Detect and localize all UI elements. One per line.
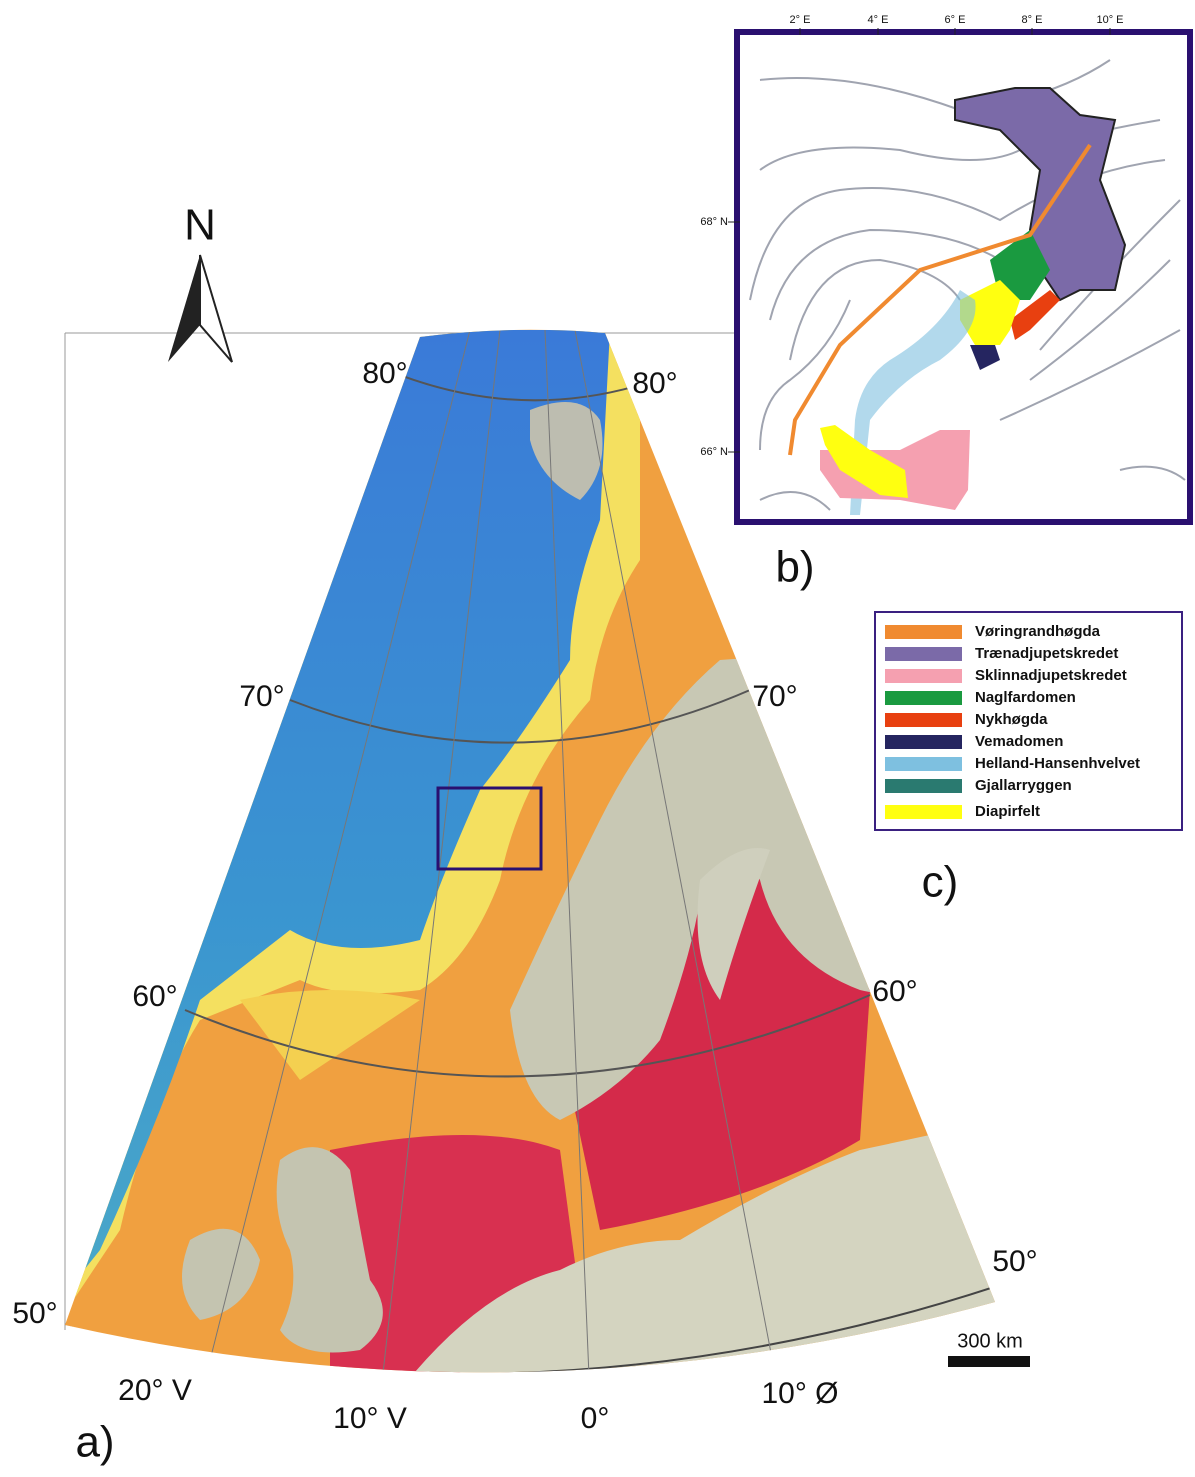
figure: N VøringrandhøgdaTrænadjupetskredetSklin <box>0 0 1195 1477</box>
inset-x-tick-label: 8° E <box>1022 14 1043 26</box>
north-arrow <box>200 255 232 362</box>
map-label: 10° Ø <box>761 1377 838 1410</box>
scale-bar <box>948 1356 1030 1367</box>
inset-x-tick-label: 10° E <box>1096 14 1123 26</box>
map-label: 10° V <box>333 1402 407 1435</box>
map-label: 80° <box>362 357 407 390</box>
legend-swatch <box>885 669 962 683</box>
legend-label: Nykhøgda <box>975 711 1048 728</box>
inset-y-tick-label: 68° N <box>700 216 728 228</box>
legend-swatch <box>885 805 962 819</box>
legend-label: Helland-Hansenhvelvet <box>975 755 1140 772</box>
map-label: 60° <box>872 975 917 1008</box>
panel-label: a) <box>75 1418 114 1467</box>
legend-label: Gjallarryggen <box>975 777 1072 794</box>
map-label: 50° <box>992 1245 1037 1278</box>
legend-label: Vemadomen <box>975 733 1063 750</box>
legend-label: Naglfardomen <box>975 689 1076 706</box>
map-label: 50° <box>12 1297 57 1330</box>
panel-label: b) <box>775 543 814 592</box>
map-label: 60° <box>132 980 177 1013</box>
legend-swatch <box>885 735 962 749</box>
legend-swatch <box>885 779 962 793</box>
north-arrow <box>168 255 200 362</box>
scale-label: 300 km <box>957 1330 1023 1352</box>
legend-swatch <box>885 691 962 705</box>
legend-label: Vøringrandhøgda <box>975 623 1101 640</box>
map-label: 20° V <box>118 1374 192 1407</box>
inset-map <box>737 32 1190 522</box>
map-label: 0° <box>581 1402 610 1435</box>
legend-label: Trænadjupetskredet <box>975 645 1118 662</box>
legend-swatch <box>885 647 962 661</box>
legend-swatch <box>885 757 962 771</box>
map-label: 70° <box>752 680 797 713</box>
legend-swatch <box>885 625 962 639</box>
legend-label: Diapirfelt <box>975 803 1040 820</box>
legend-label: Sklinnadjupetskredet <box>975 667 1127 684</box>
inset-x-tick-label: 6° E <box>945 14 966 26</box>
inset-y-tick-label: 66° N <box>700 446 728 458</box>
panel-label: c) <box>922 858 959 907</box>
inset-x-tick-label: 2° E <box>790 14 811 26</box>
inset-x-tick-label: 4° E <box>868 14 889 26</box>
map-label: 80° <box>632 367 677 400</box>
north-label: N <box>184 201 216 250</box>
map-label: 70° <box>239 680 284 713</box>
legend-swatch <box>885 713 962 727</box>
